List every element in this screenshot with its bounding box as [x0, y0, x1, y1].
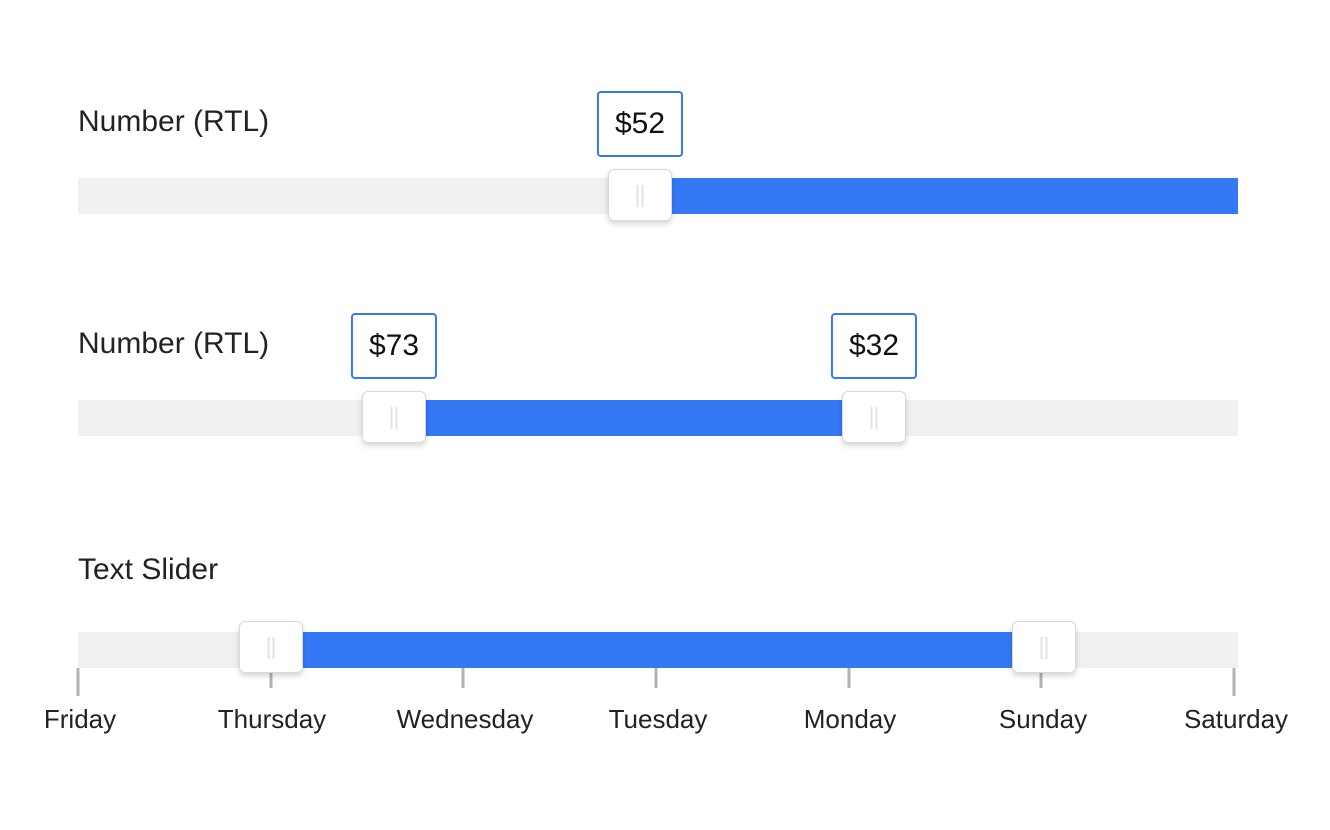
slider-3-start-handle[interactable] [239, 621, 303, 673]
slider-3-end-handle[interactable] [1012, 621, 1076, 673]
slider-1-label: Number (RTL) [78, 105, 270, 138]
tick-mark [76, 668, 80, 696]
slider-1-fill [640, 178, 1238, 214]
slider-3-fill [271, 632, 1044, 668]
slider-2-end-handle[interactable] [842, 391, 906, 443]
tick-label: Sunday [998, 704, 1088, 734]
slider-2-label: Number (RTL) [78, 327, 270, 360]
tick-mark [1232, 668, 1236, 696]
tick-label: Friday [43, 704, 117, 734]
slider-1-handle[interactable] [608, 169, 672, 221]
slider-2-track[interactable] [78, 400, 1238, 436]
tick-mark [1039, 668, 1043, 688]
tick-label: Saturday [1183, 704, 1289, 734]
grip-icon [267, 637, 275, 659]
slider-3-label: Text Slider [78, 553, 219, 586]
grip-icon [1040, 637, 1048, 659]
slider-2-start-tooltip: $73 [350, 313, 438, 379]
slider-2-fill [394, 400, 874, 436]
grip-icon [390, 407, 398, 429]
tick-label: Tuesday [608, 704, 708, 734]
grip-icon [636, 185, 644, 207]
grip-icon [870, 407, 878, 429]
slider-1-value-tooltip: $52 [596, 91, 684, 157]
tick-mark [461, 668, 465, 688]
slider-2-start-handle[interactable] [362, 391, 426, 443]
tick-mark [847, 668, 851, 688]
tick-mark [654, 668, 658, 688]
tick-mark [269, 668, 273, 688]
tick-label: Thursday [217, 704, 327, 734]
slider-2-end-tooltip: $32 [830, 313, 918, 379]
tick-label: Wednesday [396, 704, 534, 734]
tick-label: Monday [803, 704, 897, 734]
